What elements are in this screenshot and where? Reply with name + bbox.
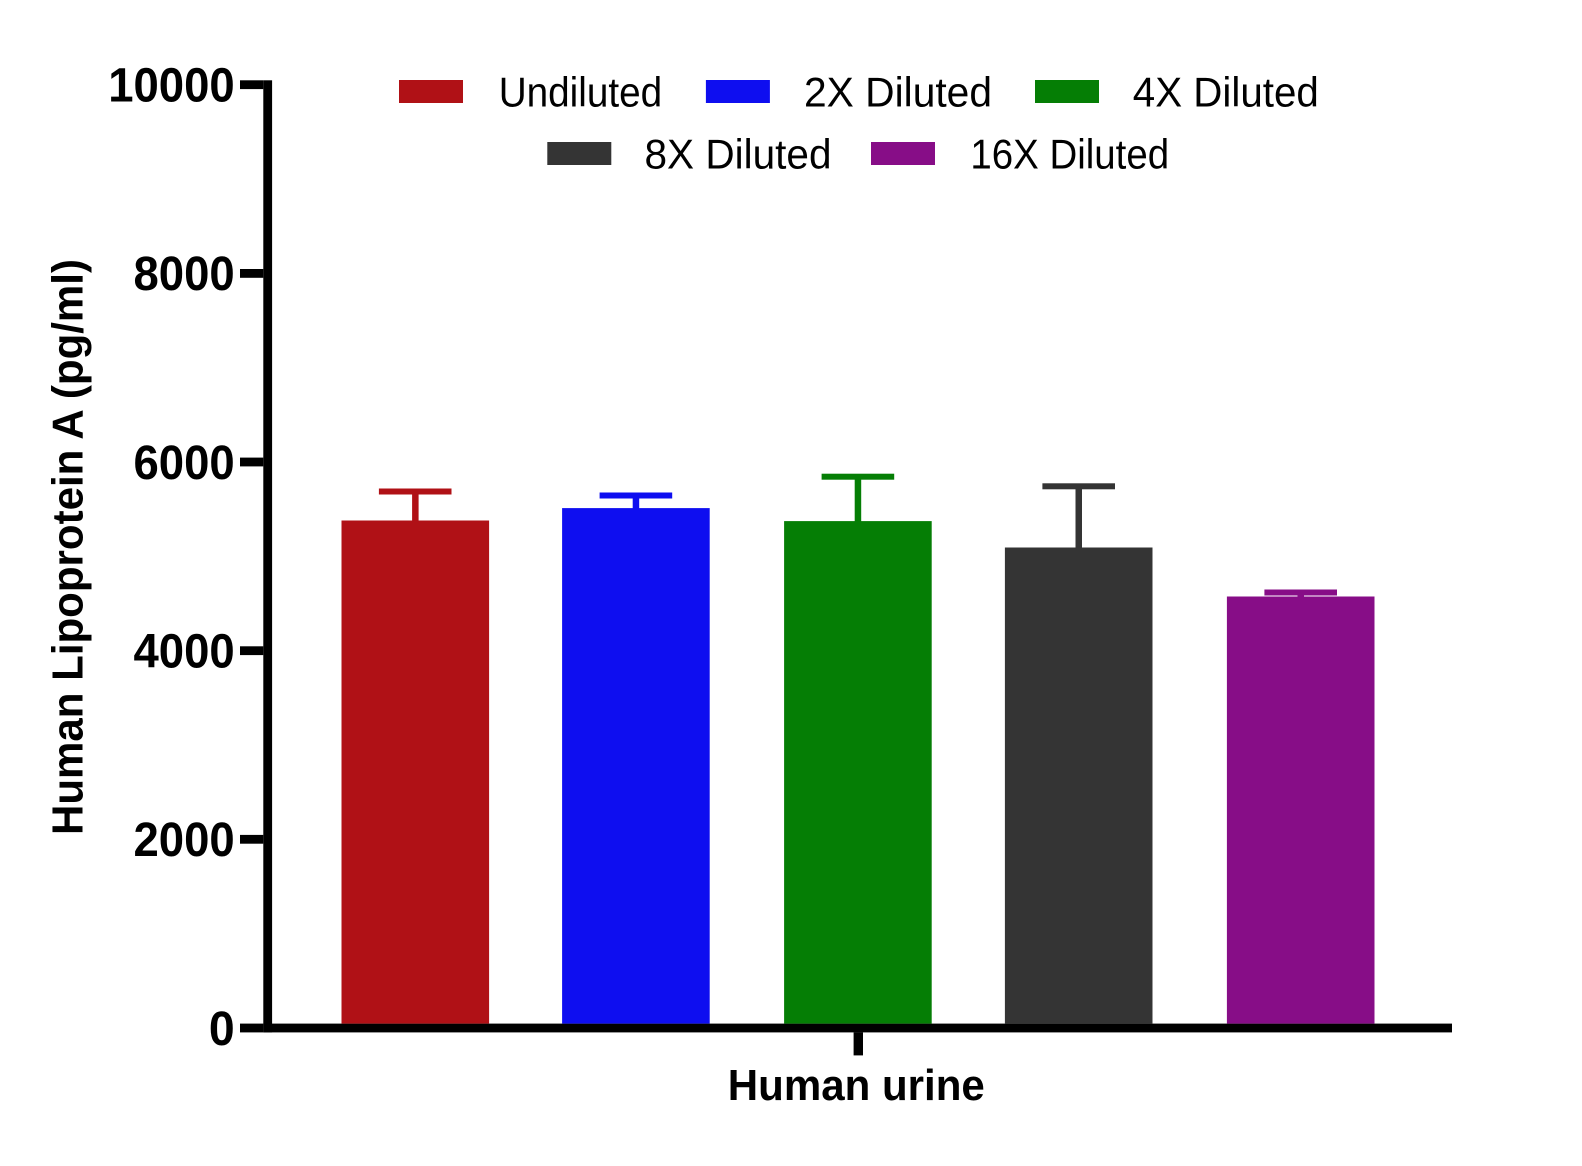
- svg-text:2X Diluted: 2X Diluted: [804, 68, 992, 115]
- svg-text:4X Diluted: 4X Diluted: [1133, 68, 1319, 115]
- svg-text:4000: 4000: [134, 626, 235, 679]
- svg-text:6000: 6000: [134, 437, 235, 490]
- svg-text:16X Diluted: 16X Diluted: [970, 131, 1169, 178]
- svg-text:2000: 2000: [134, 814, 235, 867]
- svg-text:10000: 10000: [108, 60, 235, 113]
- svg-text:Human Lipoprotein A (pg/ml): Human Lipoprotein A (pg/ml): [43, 259, 92, 835]
- svg-text:Undiluted: Undiluted: [499, 68, 663, 115]
- svg-text:8X Diluted: 8X Diluted: [645, 131, 832, 178]
- svg-text:Human urine: Human urine: [728, 1061, 985, 1110]
- svg-text:8000: 8000: [134, 248, 235, 301]
- svg-text:0: 0: [209, 1003, 235, 1056]
